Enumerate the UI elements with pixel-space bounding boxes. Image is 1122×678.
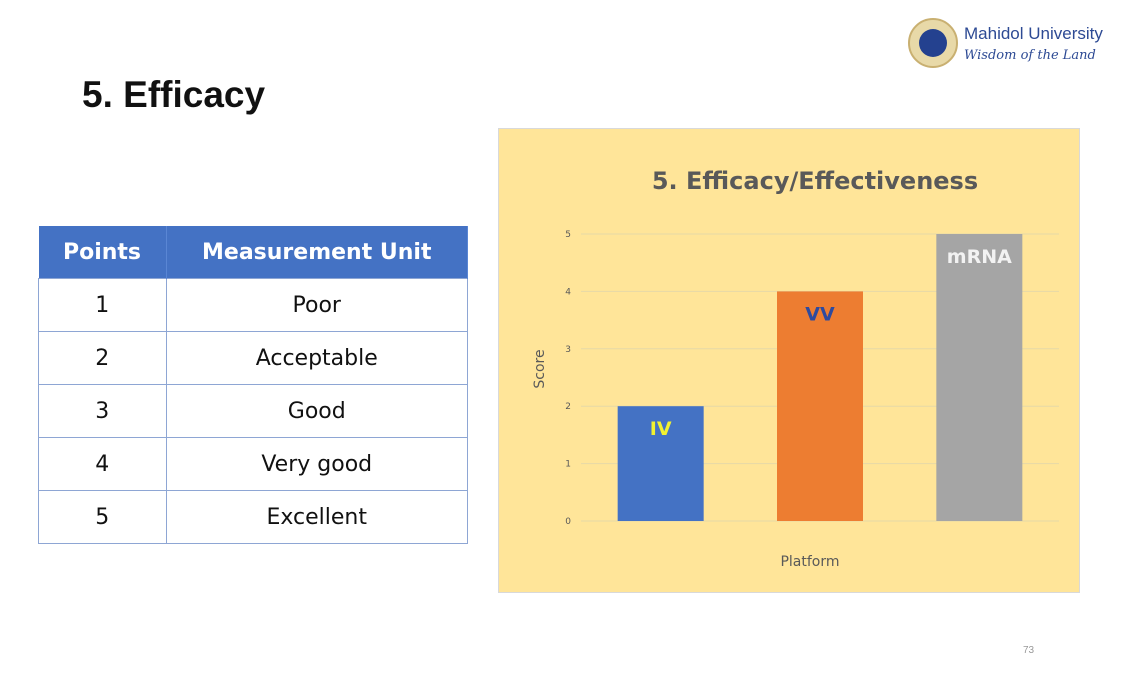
y-tick-label: 4 xyxy=(565,287,571,297)
y-tick-label: 3 xyxy=(565,345,571,355)
cell-points: 1 xyxy=(38,278,167,332)
slide-title: 5. Efficacy xyxy=(82,74,266,115)
cell-unit: Acceptable xyxy=(165,331,468,385)
x-axis-label: Platform xyxy=(780,554,839,570)
cell-points: 5 xyxy=(38,490,167,544)
table-row: 2 Acceptable xyxy=(38,331,468,385)
table-row: 1 Poor xyxy=(38,278,468,332)
cell-unit: Poor xyxy=(165,278,468,332)
y-tick-label: 0 xyxy=(565,517,571,527)
table-header-row: Points Measurement Unit xyxy=(38,226,468,279)
header-measurement-unit: Measurement Unit xyxy=(166,226,468,279)
bar-label: mRNA xyxy=(947,246,1012,268)
scoring-table: Points Measurement Unit 1 Poor 2 Acceptabl… xyxy=(38,226,468,544)
bar-label: IV xyxy=(650,418,672,440)
logo-motto: Wisdom of the Land xyxy=(964,48,1096,63)
bar-mrna xyxy=(936,234,1023,521)
table-row: 5 Excellent xyxy=(38,490,468,544)
y-tick-label: 5 xyxy=(565,230,571,240)
cell-unit: Excellent xyxy=(165,490,468,544)
cell-points: 2 xyxy=(38,331,167,385)
page-number: 73 xyxy=(1023,645,1035,656)
y-axis-label: Score xyxy=(532,349,548,388)
logo-name: Mahidol University xyxy=(964,24,1103,43)
cell-unit: Very good xyxy=(165,437,468,491)
cell-points: 3 xyxy=(38,384,167,438)
cell-unit: Good xyxy=(165,384,468,438)
chart-svg: 5. Efficacy/Effectiveness Platform Score… xyxy=(532,167,1059,570)
chart-title: 5. Efficacy/Effectiveness xyxy=(652,167,978,195)
university-logo: Mahidol University Wisdom of the Land xyxy=(908,18,1118,76)
table-row: 3 Good xyxy=(38,384,468,438)
table-row: 4 Very good xyxy=(38,437,468,491)
bar-iv xyxy=(617,406,704,521)
efficacy-chart: 5. Efficacy/Effectiveness Platform Score… xyxy=(498,128,1080,593)
header-points: Points xyxy=(38,226,167,279)
y-tick-label: 1 xyxy=(565,460,571,470)
y-tick-label: 2 xyxy=(565,402,571,412)
bar-vv xyxy=(777,291,863,521)
bar-label: VV xyxy=(805,303,835,325)
cell-points: 4 xyxy=(38,437,167,491)
university-seal-icon xyxy=(908,18,958,68)
